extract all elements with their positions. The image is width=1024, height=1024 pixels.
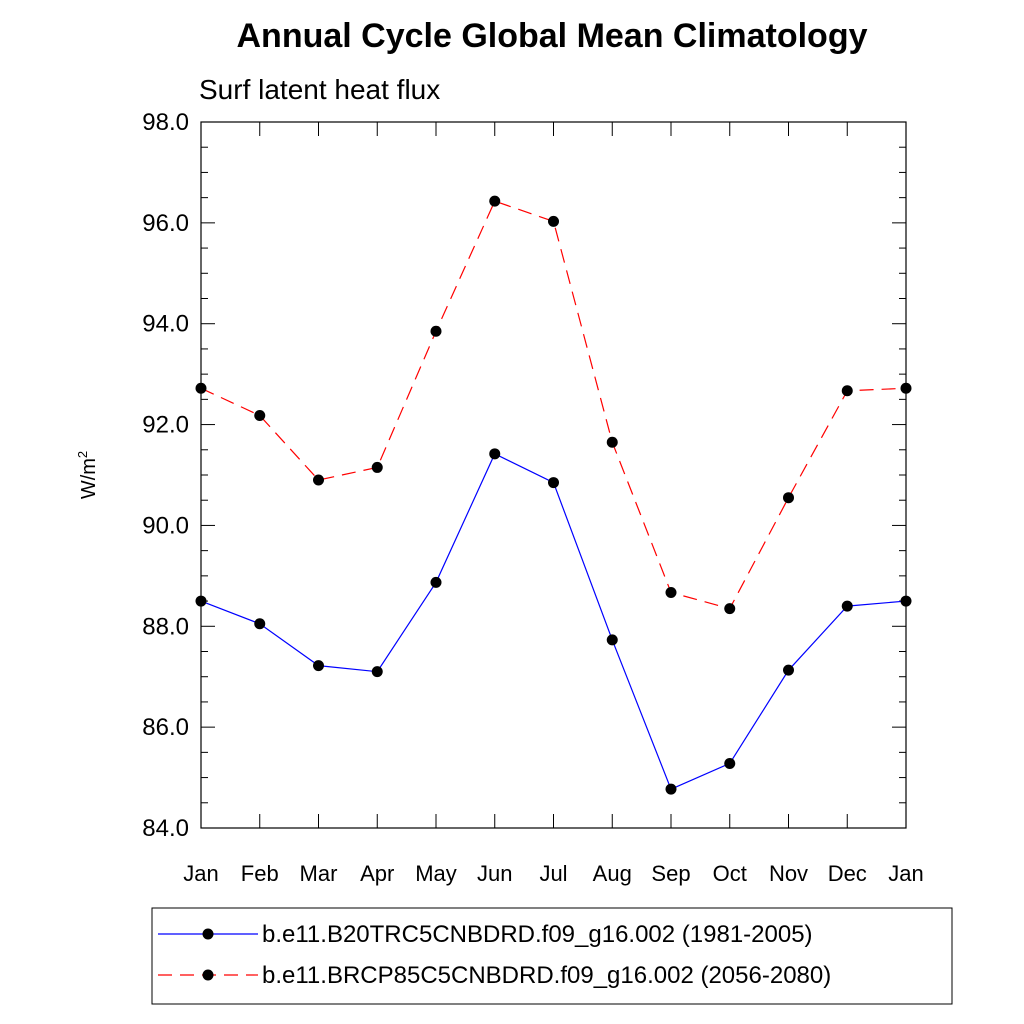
x-tick-label: Jul [539, 861, 567, 886]
x-tick-label: Apr [360, 861, 394, 886]
y-tick-label: 90.0 [142, 512, 189, 539]
y-axis-label: W/m2 [75, 451, 100, 499]
series-line-1 [200, 453, 907, 790]
x-tick-label: Feb [241, 861, 279, 886]
legend-label-1: b.e11.B20TRC5CNBDRD.f09_g16.002 (1981-20… [262, 921, 813, 948]
x-tick-label: Nov [769, 861, 808, 886]
x-tick-label: Sep [651, 861, 690, 886]
series-1-point [371, 666, 383, 678]
series-2-point [254, 409, 266, 421]
series-2-point [606, 436, 618, 448]
legend-marker-2 [202, 969, 214, 981]
series-2-point [195, 382, 207, 394]
series-1-point [548, 477, 559, 489]
series-2-point [900, 382, 912, 394]
y-tick-label: 92.0 [142, 412, 189, 439]
series-1-point [430, 576, 442, 588]
x-tick-label: Jan [183, 861, 218, 886]
series-layer [195, 195, 912, 795]
series-1-point [783, 664, 794, 676]
series-line-2 [200, 200, 907, 610]
series-1-point [254, 618, 266, 630]
y-tick-label: 86.0 [142, 714, 189, 741]
x-tick-label: Mar [300, 861, 338, 886]
y-tick-label: 88.0 [142, 613, 189, 640]
x-tick-label: Dec [828, 861, 867, 886]
series-1-point [724, 757, 736, 769]
series-1-point [606, 634, 618, 646]
y-tick-label: 96.0 [142, 210, 189, 237]
series-2-point [841, 385, 853, 397]
series-1-point [313, 660, 324, 672]
series-1-point [900, 595, 912, 607]
series-2-point [548, 215, 559, 227]
legend-marker-1 [202, 928, 214, 940]
series-1-point [195, 595, 207, 607]
y-axis-label-text: W/m [78, 458, 100, 499]
series-1-point [489, 448, 501, 460]
chart-subtitle: Surf latent heat flux [199, 74, 440, 105]
x-tick-label: May [415, 861, 457, 886]
series-2-point [783, 492, 794, 504]
series-2-point [665, 586, 677, 598]
series-1-point [841, 600, 853, 612]
plot-frame [200, 121, 907, 829]
y-tick-label: 98.0 [142, 109, 189, 136]
series-2-point [489, 195, 501, 207]
y-axis-label-superscript: 2 [75, 451, 90, 458]
x-tick-label: Jan [888, 861, 923, 886]
y-tick-label: 94.0 [142, 311, 189, 338]
x-tick-label: Oct [713, 861, 747, 886]
legend-box [151, 907, 953, 1005]
legend-label-2: b.e11.BRCP85C5CNBDRD.f09_g16.002 (2056-2… [262, 962, 831, 989]
x-tick-label: Aug [593, 861, 632, 886]
series-2-point [313, 474, 324, 486]
chart-title: Annual Cycle Global Mean Climatology [237, 17, 868, 55]
series-1-point [665, 783, 677, 795]
legend: b.e11.B20TRC5CNBDRD.f09_g16.002 (1981-20… [151, 907, 953, 1005]
y-tick-label: 84.0 [142, 815, 189, 842]
series-2-point [724, 603, 736, 615]
plot-axes: 84.0 86.0 88.0 90.0 92.0 94.0 96.0 98.0 Jan Feb Ma… [142, 109, 923, 886]
series-2-point [430, 325, 442, 337]
x-tick-label: Jun [477, 861, 512, 886]
series-2-point [371, 461, 383, 473]
